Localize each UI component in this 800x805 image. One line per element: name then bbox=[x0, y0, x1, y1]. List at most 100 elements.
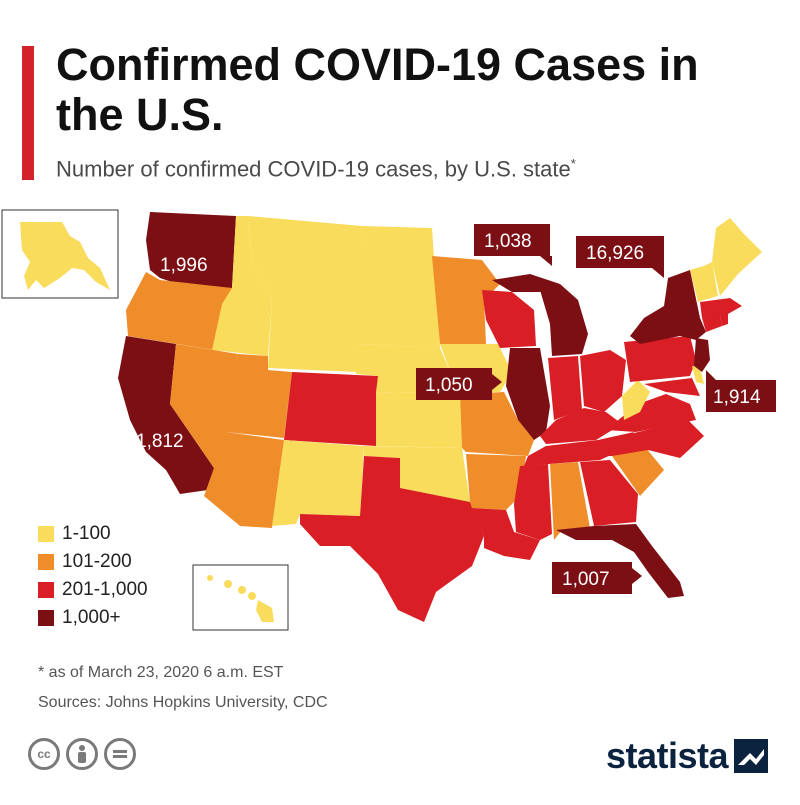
state-north-carolina bbox=[600, 420, 704, 458]
state-south-dakota bbox=[356, 288, 440, 348]
callout-wisconsin-box bbox=[474, 224, 550, 256]
legend-label-1000-plus: 1,000+ bbox=[62, 607, 121, 628]
state-georgia bbox=[580, 460, 638, 526]
state-ohio bbox=[580, 350, 626, 412]
state-california bbox=[118, 336, 214, 494]
legend-item-201-1000: 201-1,000 bbox=[38, 576, 148, 604]
callout-florida: 1,007 bbox=[552, 562, 642, 594]
callout-wisconsin-value: 1,038 bbox=[484, 231, 532, 252]
state-mississippi bbox=[514, 464, 552, 540]
callout-new-jersey-pointer bbox=[706, 370, 716, 380]
state-south-carolina bbox=[612, 448, 664, 496]
state-maine bbox=[712, 218, 762, 296]
state-north-dakota bbox=[358, 226, 436, 288]
callout-new-york: 16,926 bbox=[576, 236, 664, 278]
legend-swatch-201-1000 bbox=[38, 582, 54, 598]
alaska-inset-frame bbox=[1, 209, 119, 299]
license-icons[interactable]: cc bbox=[28, 738, 136, 770]
accent-bar bbox=[22, 46, 34, 180]
sources: Sources: Johns Hopkins University, CDC bbox=[38, 694, 328, 711]
state-minnesota bbox=[432, 256, 500, 344]
attribution-icon[interactable] bbox=[66, 738, 98, 770]
callout-illinois-value: 1,050 bbox=[425, 375, 473, 396]
page-subtitle: Number of confirmed COVID-19 cases, by U… bbox=[56, 156, 576, 182]
callout-new-york-value: 16,926 bbox=[586, 243, 644, 264]
legend-label-201-1000: 201-1,000 bbox=[62, 579, 148, 600]
state-oregon bbox=[126, 272, 232, 350]
state-florida bbox=[556, 524, 684, 598]
state-kansas bbox=[376, 392, 462, 448]
state-new-mexico bbox=[272, 440, 364, 526]
callout-florida-pointer bbox=[632, 568, 642, 584]
page-title: Confirmed COVID-19 Cases in the U.S. bbox=[56, 39, 699, 140]
state-alaska bbox=[20, 222, 110, 290]
callout-wisconsin-pointer bbox=[540, 256, 552, 266]
callout-wisconsin: 1,038 bbox=[474, 224, 552, 266]
legend-item-1-100: 1-100 bbox=[38, 520, 148, 548]
attribution-person-icon bbox=[78, 745, 86, 763]
legend-item-101-200: 101-200 bbox=[38, 548, 148, 576]
legend-swatch-1-100 bbox=[38, 526, 54, 542]
brand-name: statista bbox=[605, 735, 729, 776]
state-louisiana bbox=[472, 508, 540, 560]
state-new-jersey bbox=[694, 338, 710, 372]
legend-swatch-101-200 bbox=[38, 554, 54, 570]
callout-illinois-box bbox=[416, 368, 492, 400]
state-connecticut bbox=[702, 314, 722, 332]
hawaii-inset-frame bbox=[192, 564, 289, 631]
state-virginia bbox=[606, 394, 696, 432]
state-pennsylvania bbox=[624, 336, 696, 382]
no-derivatives-icon[interactable] bbox=[104, 738, 136, 770]
callout-florida-value: 1,007 bbox=[562, 569, 610, 590]
legend-item-1000-plus: 1,000+ bbox=[38, 604, 148, 632]
state-west-virginia bbox=[622, 380, 650, 420]
state-michigan bbox=[540, 284, 588, 356]
state-montana bbox=[248, 216, 362, 300]
state-arkansas bbox=[466, 454, 526, 510]
cc-icon[interactable]: cc bbox=[28, 738, 60, 770]
callout-new-jersey-value: 1,914 bbox=[713, 387, 761, 408]
subtitle-text: Number of confirmed COVID-19 cases, by U… bbox=[56, 156, 571, 182]
callout-illinois: 1,050 bbox=[416, 368, 502, 400]
state-wyoming bbox=[268, 300, 358, 372]
state-illinois bbox=[506, 348, 550, 440]
callout-new-york-pointer bbox=[652, 268, 664, 278]
state-arizona bbox=[204, 432, 284, 528]
callout-new-jersey: 1,914 bbox=[706, 370, 776, 412]
callout-california-value: 1,812 bbox=[136, 431, 184, 452]
state-wisconsin bbox=[482, 290, 536, 348]
state-tennessee bbox=[524, 432, 634, 466]
state-vermont bbox=[690, 266, 704, 302]
state-new-york bbox=[630, 270, 706, 344]
state-utah bbox=[226, 354, 292, 438]
legend-swatch-1000-plus bbox=[38, 610, 54, 626]
state-maryland bbox=[644, 378, 700, 396]
state-missouri bbox=[460, 392, 534, 456]
equals-icon bbox=[113, 750, 127, 758]
legend-label-1-100: 1-100 bbox=[62, 523, 111, 544]
callout-california: 1,812 bbox=[136, 431, 184, 452]
statista-logo-icon bbox=[734, 739, 768, 773]
callout-new-york-box bbox=[576, 236, 664, 268]
subtitle-footnote-mark: * bbox=[570, 156, 576, 171]
state-michigan-up bbox=[492, 274, 560, 292]
state-massachusetts bbox=[700, 298, 742, 318]
state-alabama bbox=[550, 462, 590, 540]
state-indiana bbox=[548, 356, 582, 420]
state-new-hampshire bbox=[704, 262, 718, 300]
callout-washington-value: 1,996 bbox=[160, 255, 208, 276]
state-texas bbox=[300, 456, 484, 622]
state-oklahoma bbox=[364, 446, 470, 502]
state-idaho bbox=[212, 216, 272, 356]
callout-florida-box bbox=[552, 562, 632, 594]
statista-brand[interactable]: statista bbox=[606, 735, 768, 777]
state-rhode-island bbox=[720, 314, 728, 326]
state-colorado bbox=[284, 372, 378, 446]
callout-washington: 1,996 bbox=[160, 255, 208, 276]
callout-new-jersey-box bbox=[706, 380, 776, 412]
footnote: * as of March 23, 2020 6 a.m. EST bbox=[38, 664, 284, 681]
legend-label-101-200: 101-200 bbox=[62, 551, 132, 572]
state-kentucky bbox=[540, 408, 622, 444]
